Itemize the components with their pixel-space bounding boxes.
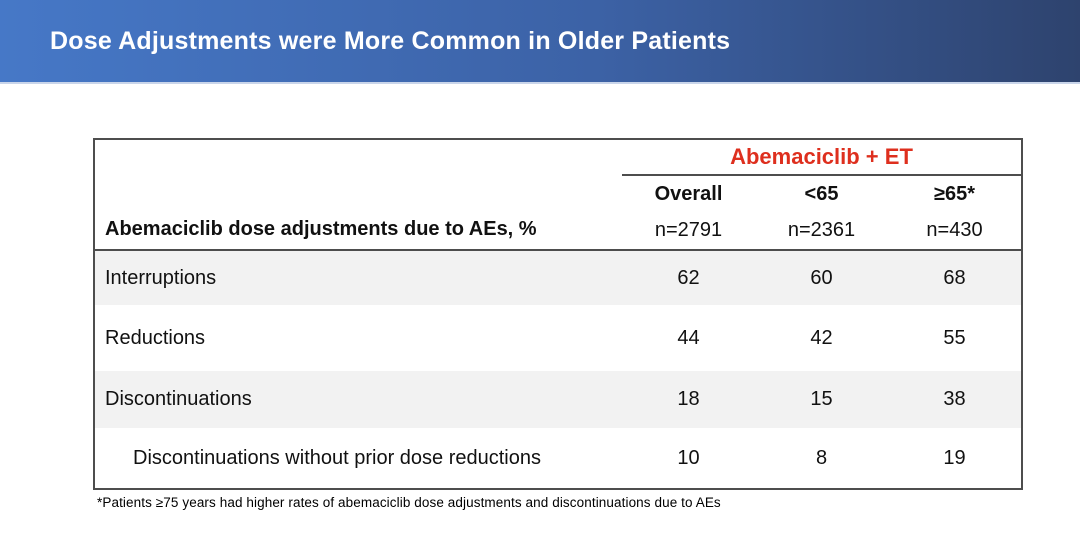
row-label: Discontinuations without prior dose redu…: [133, 446, 541, 469]
row-label: Discontinuations: [105, 388, 252, 410]
cell-value: 60: [810, 266, 833, 289]
column-header-row: Overall <65 ≥65*: [622, 176, 1021, 212]
footnote: *Patients ≥75 years had higher rates of …: [97, 495, 721, 510]
table-row-discontinuations-without-prior-reductions: Discontinuations without prior dose redu…: [95, 428, 1021, 488]
cell-value: 55: [943, 326, 966, 349]
table-row-reductions: Reductions 44 42 55: [95, 305, 1021, 371]
cell-value: 68: [943, 266, 966, 289]
sample-size-under-65: n=2361: [787, 219, 856, 241]
sample-size-65-and-over: n=430: [926, 219, 983, 241]
cell-value: 38: [943, 388, 966, 410]
cell-value: 15: [810, 388, 833, 410]
row-label: Interruptions: [105, 266, 217, 289]
cell-value: 44: [677, 326, 700, 349]
slide-title-bar: Dose Adjustments were More Common in Old…: [0, 0, 1080, 84]
cell-value: 42: [810, 326, 833, 349]
treatment-group-area: Abemaciclib + ET Overall <65 ≥65* n=2791…: [622, 140, 1021, 249]
row-label: Reductions: [105, 326, 206, 349]
treatment-group-header: Abemaciclib + ET: [622, 140, 1021, 176]
column-header-overall: Overall: [654, 182, 723, 205]
cell-value: 8: [815, 446, 828, 469]
dose-adjustments-table: Abemaciclib dose adjustments due to AEs,…: [93, 138, 1023, 490]
column-header-under-65: <65: [804, 182, 839, 205]
cell-value: 18: [677, 388, 700, 410]
sample-size-row: n=2791 n=2361 n=430: [622, 212, 1021, 249]
table-row-interruptions: Interruptions 62 60 68: [95, 251, 1021, 305]
cell-value: 62: [677, 266, 700, 289]
column-header-65-and-over: ≥65*: [933, 182, 975, 205]
table-header: Abemaciclib dose adjustments due to AEs,…: [95, 140, 1021, 251]
cell-value: 19: [943, 446, 966, 469]
row-header-label: Abemaciclib dose adjustments due to AEs,…: [105, 218, 537, 240]
table-row-discontinuations: Discontinuations 18 15 38: [95, 371, 1021, 428]
table-body: Interruptions 62 60 68 Reductions 44 42 …: [95, 251, 1021, 488]
slide-title: Dose Adjustments were More Common in Old…: [50, 26, 731, 55]
sample-size-overall: n=2791: [654, 219, 723, 241]
cell-value: 10: [677, 446, 700, 469]
